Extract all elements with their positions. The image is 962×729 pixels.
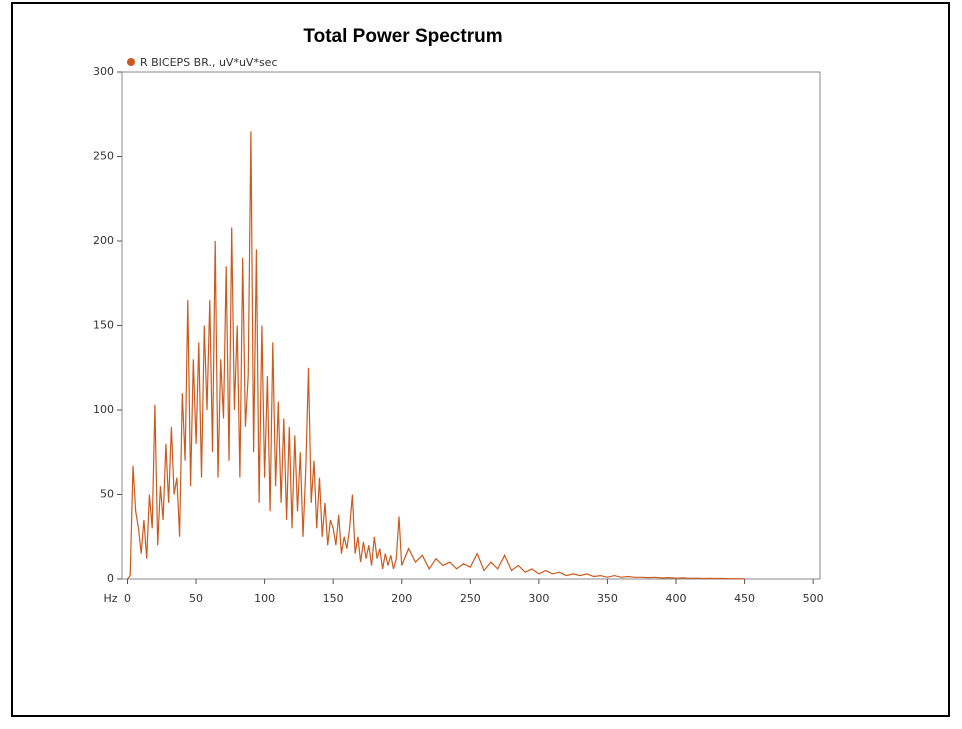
legend-label: R BICEPS BR., uV*uV*sec	[140, 56, 278, 69]
x-tick-label: 450	[734, 592, 755, 605]
x-tick-label: 250	[460, 592, 481, 605]
legend-marker	[127, 58, 135, 66]
x-unit: Hz	[103, 592, 117, 605]
y-tick-label: 300	[93, 65, 114, 78]
y-tick-label: 0	[107, 572, 114, 585]
chart-title: Total Power Spectrum	[303, 26, 502, 47]
frame	[11, 2, 950, 717]
y-tick-label: 50	[100, 488, 114, 501]
y-tick-label: 150	[93, 319, 114, 332]
x-tick-label: 200	[391, 592, 412, 605]
x-tick-label: 300	[528, 592, 549, 605]
y-tick-label: 100	[93, 403, 114, 416]
x-tick-label: 350	[597, 592, 618, 605]
x-tick-label: 500	[803, 592, 824, 605]
x-tick-label: 50	[189, 592, 203, 605]
spectrum-line	[127, 131, 745, 580]
x-tick-label: 400	[666, 592, 687, 605]
x-tick-label: 100	[254, 592, 275, 605]
x-tick-label: 0	[124, 592, 131, 605]
x-tick-label: 150	[323, 592, 344, 605]
y-tick-label: 250	[93, 150, 114, 163]
y-tick-label: 200	[93, 234, 114, 247]
